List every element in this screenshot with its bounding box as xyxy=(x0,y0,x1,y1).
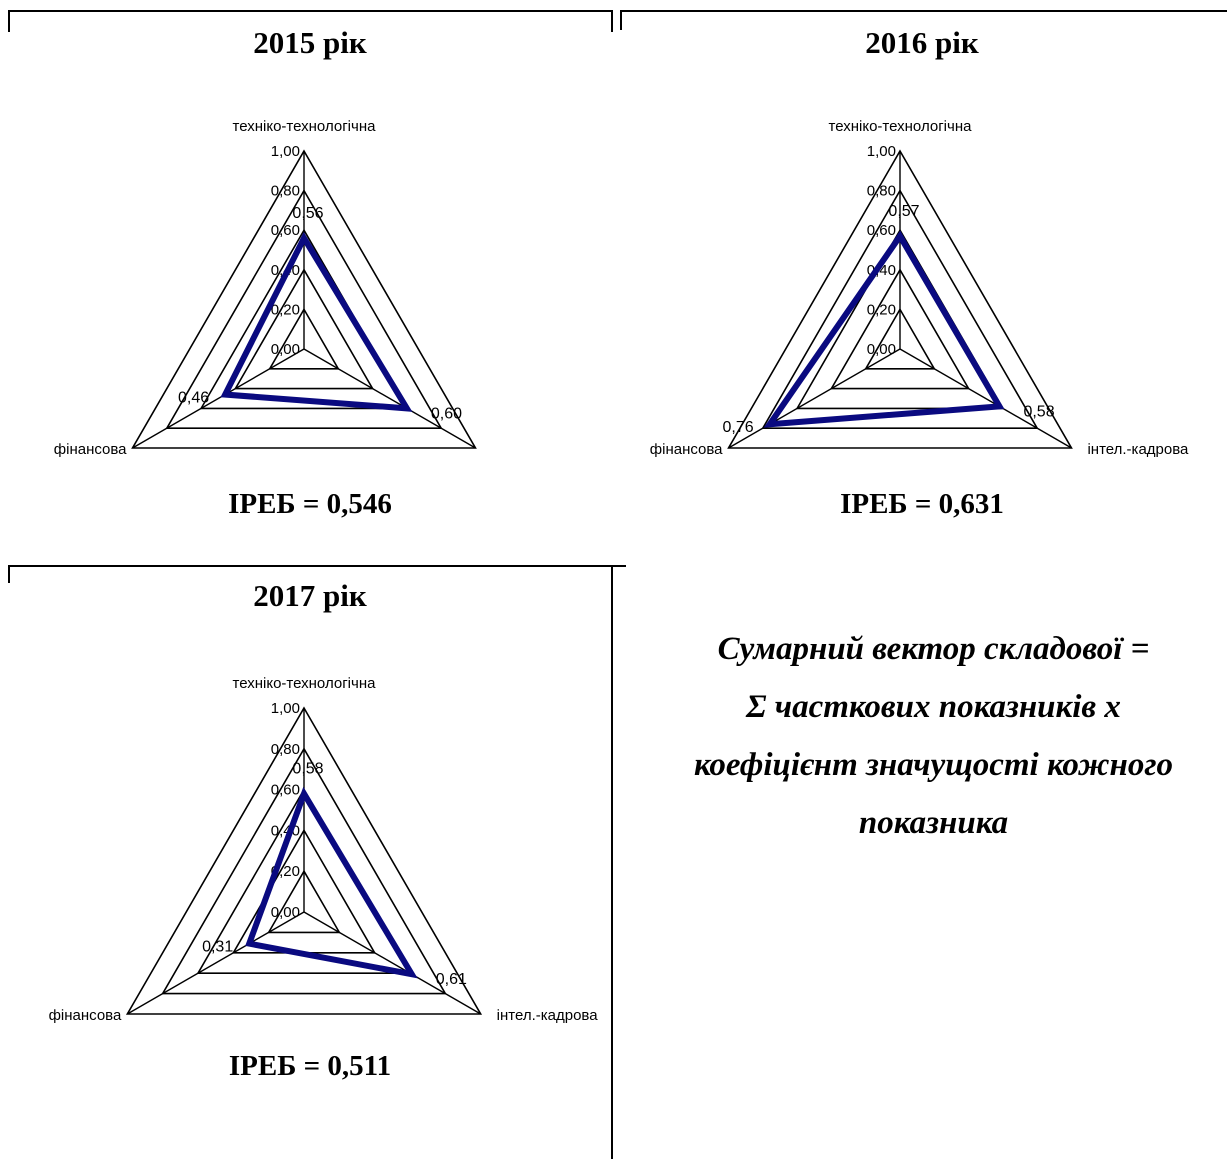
radar-axis-label: фінансова xyxy=(650,441,723,458)
radar-grid-ring xyxy=(131,149,477,449)
frame-line xyxy=(611,10,613,32)
radar-value-label: 0,57 xyxy=(888,203,919,220)
radar-scale-tick-label: 0,00 xyxy=(271,341,300,358)
radar-axis-label: техніко-технологічна xyxy=(233,675,377,692)
radar-scale-tick-label: 0,60 xyxy=(867,222,896,239)
frame-line xyxy=(8,10,612,12)
index-label-2015: ІРЕБ = 0,546 xyxy=(228,488,392,520)
radar-scale-tick-label: 0,20 xyxy=(867,301,896,318)
radar-scale-tick-label: 1,00 xyxy=(867,143,896,160)
frame-line xyxy=(8,10,10,32)
radar-value-label: 0,46 xyxy=(178,390,209,407)
index-label-2016: ІРЕБ = 0,631 xyxy=(840,488,1004,520)
radar-axis-spoke xyxy=(728,348,901,449)
formula-line-2: Σ часткових показників х xyxy=(640,678,1227,736)
formula-line-2-text: часткових показників х xyxy=(774,689,1121,725)
frame-line xyxy=(611,565,613,1159)
index-label-2017: ІРЕБ = 0,511 xyxy=(228,1050,392,1082)
radar-axis-label: техніко-технологічна xyxy=(233,118,377,135)
radar-axis-spoke xyxy=(132,348,305,449)
frame-line xyxy=(620,10,622,30)
radar-grid-ring xyxy=(161,747,447,995)
radar-axis-label: фінансова xyxy=(49,1007,122,1024)
radar-axis-label: фінансова xyxy=(54,441,127,458)
radar-axis-spoke xyxy=(303,911,482,1015)
formula-line-3: коефіцієнт значущості кожного xyxy=(693,747,1174,783)
radar-scale-tick-label: 0,80 xyxy=(271,741,300,758)
formula-line-4: показника xyxy=(858,805,1009,841)
radar-scale-tick-label: 0,20 xyxy=(271,301,300,318)
radar-scale-tick-label: 0,80 xyxy=(271,183,300,200)
radar-grid-ring xyxy=(234,268,374,390)
radar-scale-tick-label: 0,00 xyxy=(867,341,896,358)
radar-axis-label: інтел.-кадрова xyxy=(1087,441,1189,458)
sigma-symbol: Σ xyxy=(746,689,767,725)
radar-value-label: 0,58 xyxy=(1023,403,1054,420)
frame-line xyxy=(8,565,10,583)
radar-value-label: 0,60 xyxy=(431,405,462,422)
radar-grid-ring xyxy=(761,189,1039,430)
radar-axis-label: техніко-технологічна xyxy=(829,118,973,135)
radar-series-line xyxy=(763,230,1005,428)
radar-value-label: 0,58 xyxy=(292,761,323,778)
formula-line-1: Сумарний вектор складової = xyxy=(717,631,1150,667)
radar-grid-ring xyxy=(267,869,341,934)
radar-grid-ring xyxy=(727,149,1073,449)
radar-value-label: 0,61 xyxy=(436,971,467,988)
radar-series-line xyxy=(220,231,413,412)
frame-line xyxy=(8,565,626,567)
chart-title-2015: 2015 рік xyxy=(253,25,367,60)
radar-grid-ring xyxy=(830,268,970,390)
radar-axis-spoke xyxy=(303,348,476,449)
radar-scale-tick-label: 1,00 xyxy=(271,700,300,717)
radar-series-line xyxy=(245,786,418,979)
radar-value-label: 0,76 xyxy=(723,419,754,436)
radar-grid-ring xyxy=(165,189,443,430)
radar-axis-spoke xyxy=(899,348,1072,449)
formula-text: Сумарний вектор складової = Σ часткових … xyxy=(640,620,1227,852)
radar-scale-tick-label: 1,00 xyxy=(271,143,300,160)
radar-axis-spoke xyxy=(126,911,305,1015)
radar-grid-ring xyxy=(125,706,483,1015)
radar-grid-ring xyxy=(268,307,340,370)
chart-title-2016: 2016 рік xyxy=(865,25,979,60)
frame-line xyxy=(620,10,1227,12)
radar-scale-tick-label: 0,00 xyxy=(271,904,300,921)
chart-title-2017: 2017 рік xyxy=(253,578,367,613)
radar-value-label: 0,31 xyxy=(202,939,233,956)
radar-scale-tick-label: 0,60 xyxy=(271,222,300,239)
radar-scale-tick-label: 0,80 xyxy=(867,183,896,200)
radar-scale-tick-label: 0,60 xyxy=(271,782,300,799)
radar-grid-ring xyxy=(864,307,936,370)
radar-axis-label: інтел.-кадрова xyxy=(497,1007,599,1024)
radar-value-label: 0,56 xyxy=(292,205,323,222)
